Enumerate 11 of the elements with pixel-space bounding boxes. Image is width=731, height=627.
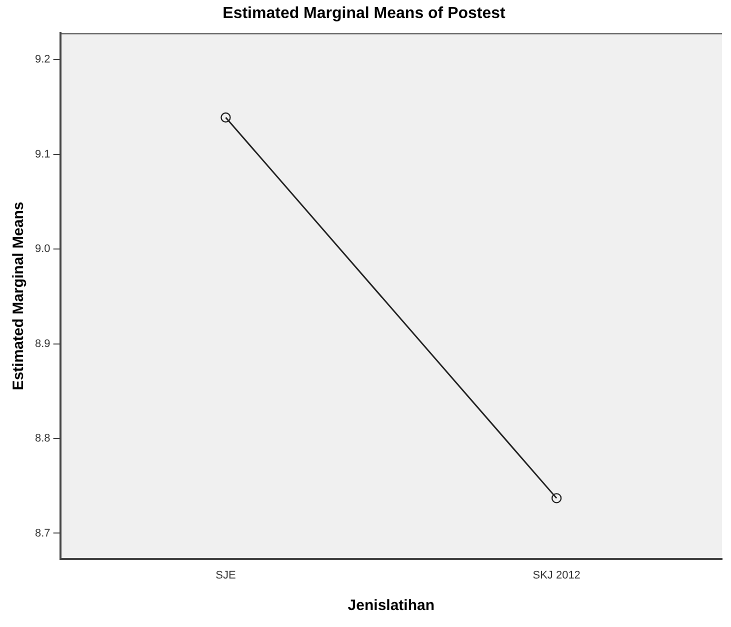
x-tick-label: SJE: [216, 569, 236, 582]
y-tick-label: 9.2: [34, 54, 50, 66]
y-tick-label: 9.1: [34, 148, 50, 160]
y-tick-label: 9.0: [34, 243, 50, 256]
x-axis-title: Jenislatihan: [348, 597, 434, 614]
chart-title: Estimated Marginal Means of Postest: [222, 5, 506, 22]
y-tick-label: 8.7: [34, 527, 50, 540]
y-axis-title: Estimated Marginal Means: [10, 202, 28, 390]
y-tick-label: 8.9: [34, 338, 50, 350]
y-tick-label: 8.8: [34, 432, 50, 445]
x-tick-label: SKJ 2012: [532, 569, 580, 582]
